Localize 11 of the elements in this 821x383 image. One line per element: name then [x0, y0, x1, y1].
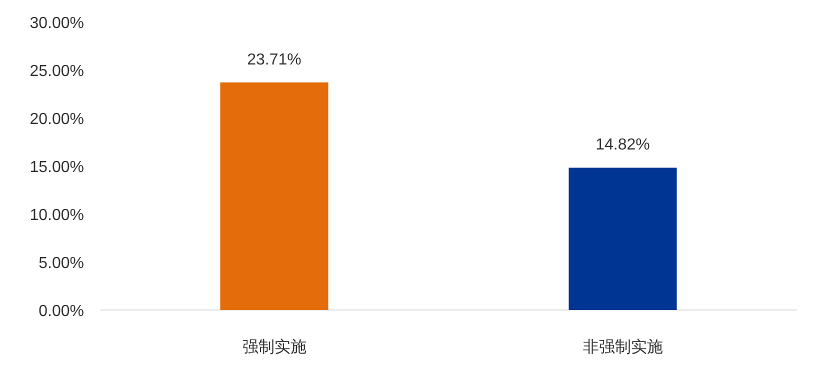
x-tick-label: 强制实施: [242, 338, 306, 356]
data-label: 23.71%: [247, 51, 302, 68]
y-tick-label: 0.00%: [38, 303, 84, 320]
x-tick-label: 非强制实施: [582, 338, 663, 356]
y-tick-label: 20.00%: [30, 111, 84, 128]
y-tick-label: 30.00%: [30, 15, 84, 32]
y-tick-label: 25.00%: [30, 63, 84, 80]
y-tick-label: 10.00%: [30, 207, 84, 224]
data-label: 14.82%: [596, 136, 650, 154]
y-tick-label: 15.00%: [30, 159, 84, 176]
y-tick-label: 5.00%: [38, 255, 84, 272]
